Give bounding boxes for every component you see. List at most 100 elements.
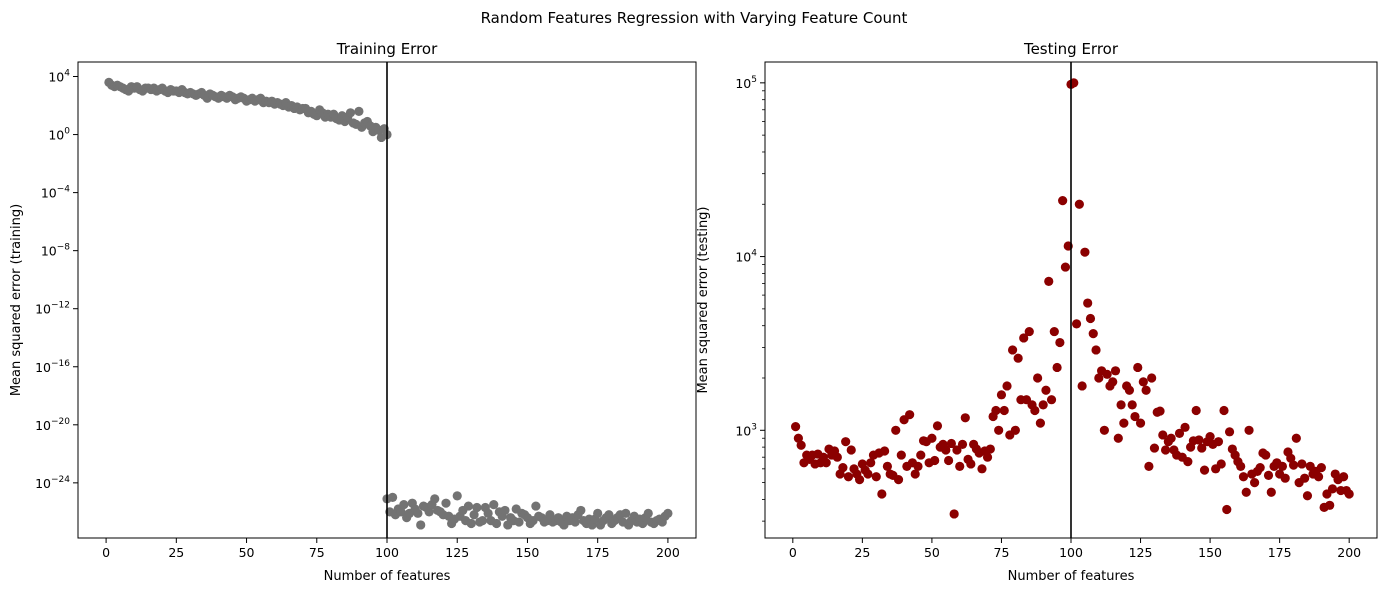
y-tick-label: 10−20 <box>35 417 70 433</box>
data-point <box>896 450 906 460</box>
data-point <box>1077 381 1087 391</box>
y-tick-label: 10−24 <box>35 475 70 491</box>
data-point <box>1325 500 1335 510</box>
figure-suptitle: Random Features Regression with Varying … <box>481 9 908 27</box>
y-axis-label: Mean squared error (testing) <box>696 206 711 393</box>
data-point <box>1074 199 1084 209</box>
data-point <box>1250 477 1260 488</box>
data-point <box>910 469 920 479</box>
x-tick-label: 25 <box>854 545 870 560</box>
data-point <box>955 461 965 471</box>
data-point <box>1060 262 1071 272</box>
data-point <box>1263 470 1274 480</box>
data-point <box>846 445 856 455</box>
data-point <box>1108 377 1118 387</box>
y-tick-label: 100 <box>48 127 70 143</box>
data-point <box>1138 377 1148 387</box>
data-point <box>1205 431 1215 442</box>
data-point <box>424 507 434 517</box>
data-point <box>952 445 962 455</box>
data-point <box>927 433 937 443</box>
data-point <box>1019 333 1029 343</box>
data-point <box>1102 369 1112 379</box>
data-point <box>880 446 890 456</box>
data-point <box>996 390 1007 400</box>
data-point <box>1113 433 1123 443</box>
data-point <box>1261 450 1271 460</box>
data-point <box>977 464 987 474</box>
data-point <box>916 450 926 460</box>
x-axis-label: Number of features <box>1008 569 1135 584</box>
data-point <box>1133 362 1143 373</box>
y-tick-label: 10−8 <box>41 243 70 259</box>
data-point <box>545 510 555 520</box>
data-point <box>944 455 954 466</box>
data-point <box>463 501 474 511</box>
y-tick-label: 10−16 <box>35 359 70 375</box>
data-point <box>1149 443 1160 453</box>
data-point <box>930 455 940 466</box>
data-point <box>1297 459 1307 469</box>
x-tick-label: 175 <box>1268 545 1292 560</box>
data-point <box>500 505 510 516</box>
data-point <box>1339 472 1349 482</box>
y-tick-label: 105 <box>735 75 757 91</box>
data-point <box>1141 385 1151 395</box>
data-point <box>354 106 364 116</box>
data-point <box>1116 400 1126 410</box>
data-point <box>893 475 904 485</box>
data-point <box>1191 405 1201 416</box>
data-point <box>905 410 915 420</box>
data-point <box>388 492 398 502</box>
data-point <box>1010 425 1020 435</box>
data-point <box>489 500 499 510</box>
data-point <box>866 458 876 468</box>
axis-title: Testing Error <box>1023 40 1119 58</box>
data-point <box>1058 195 1068 206</box>
data-point <box>441 498 451 508</box>
x-tick-label: 100 <box>1059 545 1083 560</box>
data-point <box>932 421 943 431</box>
data-point <box>1236 461 1246 471</box>
data-point <box>832 452 842 462</box>
data-point <box>1255 462 1265 473</box>
data-point <box>1194 435 1204 445</box>
data-point <box>946 438 956 449</box>
data-point <box>1224 427 1235 437</box>
data-point <box>621 508 631 518</box>
data-point <box>991 405 1001 416</box>
y-tick-label: 103 <box>735 422 757 438</box>
data-point <box>791 422 801 432</box>
data-point <box>982 452 993 462</box>
axis-title: Training Error <box>336 40 438 58</box>
data-point <box>1155 406 1165 416</box>
data-point <box>469 510 479 520</box>
data-point <box>1080 247 1090 257</box>
data-point <box>882 461 893 471</box>
data-point <box>1280 473 1290 483</box>
data-point <box>531 501 541 511</box>
data-point <box>1158 430 1168 440</box>
data-point <box>399 500 409 510</box>
data-point <box>1241 487 1251 497</box>
data-point <box>1166 433 1176 443</box>
data-point <box>483 508 493 518</box>
data-point <box>1216 459 1226 469</box>
data-point <box>1124 385 1135 395</box>
data-point <box>1110 366 1121 376</box>
data-point <box>477 515 488 526</box>
data-point <box>1266 487 1276 497</box>
data-point <box>1085 313 1096 324</box>
data-point <box>1044 276 1054 286</box>
data-point <box>491 518 502 529</box>
data-point <box>1288 460 1299 470</box>
x-tick-label: 0 <box>789 545 797 560</box>
data-point <box>593 508 603 518</box>
data-point <box>1313 472 1324 482</box>
data-point <box>604 510 614 520</box>
x-tick-label: 175 <box>586 545 610 560</box>
x-tick-label: 25 <box>168 545 184 560</box>
y-tick-label: 10−4 <box>41 185 70 201</box>
data-point <box>1052 362 1062 373</box>
data-point <box>1144 461 1154 471</box>
